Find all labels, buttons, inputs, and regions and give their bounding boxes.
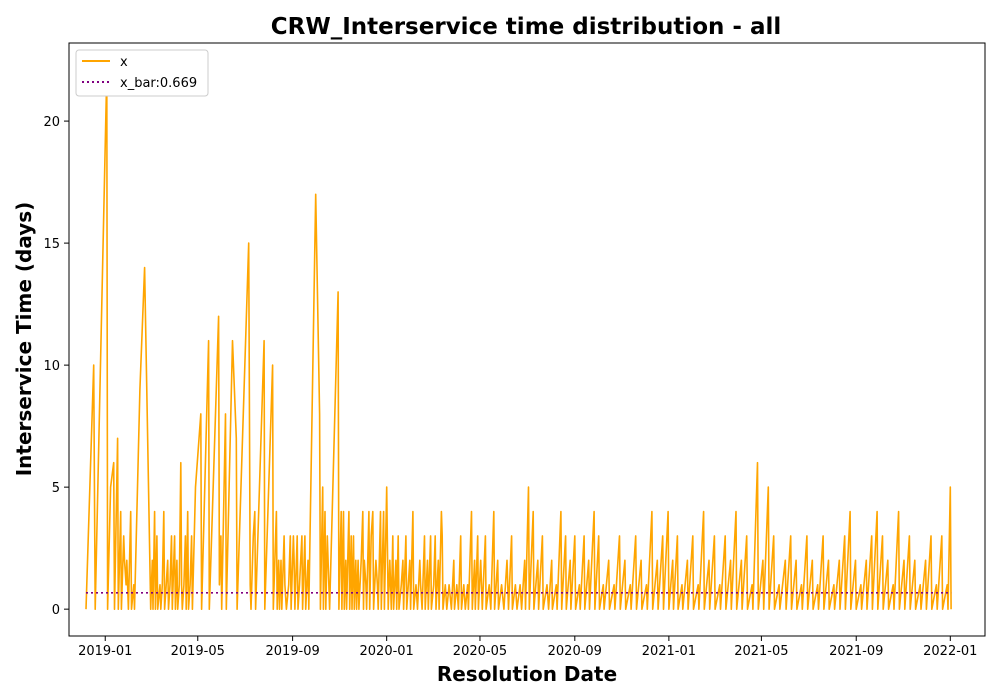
x-tick-label: 2019-01 [78,644,132,659]
y-tick-label: 20 [43,115,60,130]
y-tick-label: 5 [52,481,60,496]
x-tick-label: 2019-09 [265,644,319,659]
x-tick-label: 2021-05 [734,644,788,659]
y-tick-label: 10 [43,359,60,374]
x-tick-label: 2020-01 [360,644,414,659]
x-axis-label: Resolution Date [437,662,617,686]
series-line-x [85,71,952,611]
chart-title: CRW_Interservice time distribution - all [271,14,782,40]
legend-label-x-bar: x_bar:0.669 [120,76,197,91]
legend-label-x: x [120,55,128,70]
x-tick-label: 2022-01 [923,644,977,659]
x-tick-label: 2019-05 [171,644,225,659]
x-tick-label: 2020-05 [453,644,507,659]
y-tick-label: 0 [52,603,60,618]
legend: x x_bar:0.669 [75,49,209,97]
x-tick-label: 2021-09 [829,644,883,659]
series-layer [85,71,952,611]
y-tick-label: 15 [43,237,60,252]
y-axis-label: Interservice Time (days) [12,202,36,477]
x-tick-label: 2020-09 [548,644,602,659]
x-axis-ticks: 2019-01 2019-05 2019-09 2020-01 2020-05 2020-… [78,636,977,659]
y-axis-ticks: 0 5 10 15 20 [43,115,69,618]
x-tick-label: 2021-01 [642,644,696,659]
